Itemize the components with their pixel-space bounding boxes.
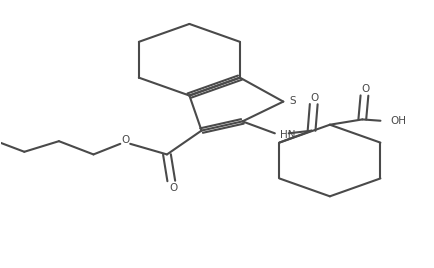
Text: O: O — [169, 183, 177, 193]
Text: O: O — [310, 93, 318, 103]
Text: S: S — [289, 96, 296, 106]
Text: O: O — [121, 135, 129, 145]
Text: O: O — [360, 84, 368, 94]
Text: HN: HN — [280, 130, 295, 140]
Text: OH: OH — [389, 116, 405, 126]
